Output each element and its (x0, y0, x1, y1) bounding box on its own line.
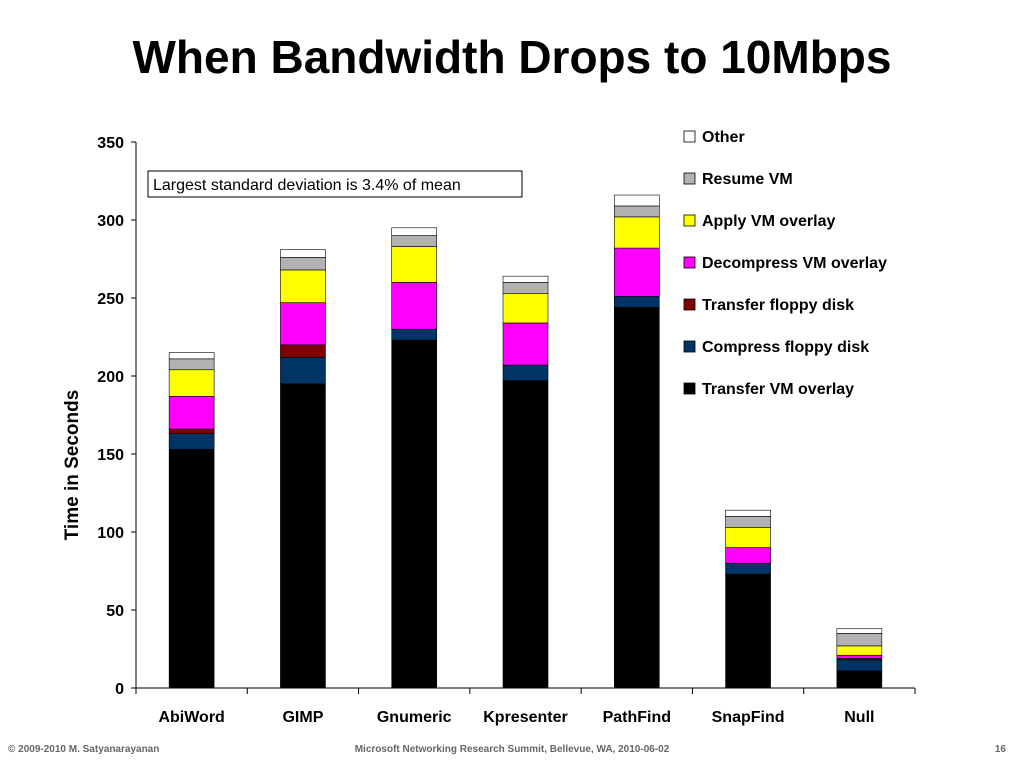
bar-segment (391, 235, 438, 247)
bar-segment (502, 380, 549, 689)
bar-segment (725, 547, 771, 564)
legend-label: Transfer VM overlay (702, 381, 854, 398)
y-tick-label: 150 (97, 447, 124, 464)
annotation-box (147, 170, 523, 198)
legend-label: Other (702, 129, 745, 146)
x-tick-label: Kpresenter (483, 709, 567, 726)
bar-segment (168, 449, 215, 689)
y-tick-label: 250 (97, 291, 124, 308)
bar-segment (836, 645, 883, 656)
bar-segment (613, 296, 660, 308)
legend-label: Apply VM overlay (702, 213, 835, 230)
bar-segment (613, 216, 660, 249)
bar-segment (391, 246, 438, 283)
bar-segment (168, 433, 215, 450)
chart-legend: Other Resume VM Apply VM overlay Decompress… (683, 129, 887, 398)
x-tick-label: AbiWord (158, 709, 224, 726)
bar-segment (502, 282, 549, 294)
bar-segment (168, 369, 215, 397)
x-tick-label: PathFind (603, 709, 671, 726)
y-tick-label: 200 (97, 369, 124, 386)
bar-segment (280, 269, 326, 303)
x-tick-label: SnapFind (712, 709, 785, 726)
legend-swatch (683, 214, 696, 227)
y-tick-label: 50 (106, 603, 124, 620)
bar-segment (502, 293, 549, 324)
bar-segment (168, 352, 215, 360)
x-tick-label: Null (844, 709, 874, 726)
y-tick-label: 100 (97, 525, 124, 542)
chart-annotation: Largest standard deviation is 3.4% of me… (147, 170, 523, 198)
legend-swatch (683, 382, 696, 395)
bar-segment (391, 328, 438, 341)
legend-swatch (683, 130, 696, 143)
x-tick-label: GIMP (282, 709, 323, 726)
bar-segment (168, 358, 215, 371)
legend-label: Decompress VM overlay (702, 255, 887, 272)
bar-segment (168, 428, 215, 435)
bar-segment (836, 670, 883, 689)
bar-segment (280, 302, 326, 346)
bar-segment (836, 633, 883, 647)
bar-segment (502, 364, 549, 381)
bar-segment (391, 282, 438, 330)
bar-segment (391, 227, 438, 236)
chart-axes: 0 50 100 150 200 250 300 350 Time in Seconds AbiW… (62, 135, 916, 726)
bar-segment (613, 205, 660, 218)
bar-segment (613, 194, 660, 207)
bar-segment (725, 516, 771, 528)
stacked-bar-chart: 0 50 100 150 200 250 300 350 Time in Seconds AbiW… (62, 129, 916, 726)
bar-segment (613, 307, 660, 689)
footer-event: Microsoft Networking Research Summit, Be… (354, 744, 670, 755)
bar-segment (280, 344, 326, 358)
bar-segment (613, 247, 660, 297)
bar-segment (280, 383, 326, 689)
bar-segment (280, 257, 326, 271)
bar-segment (280, 249, 326, 258)
chart-bars (168, 194, 883, 689)
bar-segment (502, 322, 549, 366)
bar-segment (836, 654, 883, 659)
y-tick-label: 350 (97, 135, 124, 152)
footer-copyright: © 2009-2010 M. Satyanarayanan (8, 744, 160, 755)
footer-page-number: 16 (994, 744, 1006, 755)
x-tick-label: Gnumeric (377, 709, 452, 726)
y-tick-label: 0 (115, 681, 124, 698)
bar-segment (168, 395, 215, 430)
slide-title: When Bandwidth Drops to 10Mbps (132, 31, 892, 83)
bar-segment (502, 275, 549, 283)
legend-label: Compress floppy disk (702, 339, 869, 356)
legend-swatch (683, 340, 696, 353)
legend-swatch (683, 256, 696, 269)
bar-segment (391, 339, 438, 689)
annotation-text: Largest standard deviation is 3.4% of me… (153, 177, 461, 194)
bar-segment (725, 573, 771, 689)
y-axis-label: Time in Seconds (62, 390, 83, 541)
bar-segment (836, 628, 883, 634)
y-tick-label: 300 (97, 213, 124, 230)
bar-segment (725, 562, 771, 575)
legend-swatch (683, 172, 696, 185)
bar-segment (280, 356, 326, 385)
bar-segment (836, 659, 883, 672)
legend-label: Transfer floppy disk (702, 297, 854, 314)
bar-segment (725, 527, 771, 548)
legend-label: Resume VM (702, 171, 793, 188)
bar-segment (725, 509, 771, 517)
legend-swatch (683, 298, 696, 311)
